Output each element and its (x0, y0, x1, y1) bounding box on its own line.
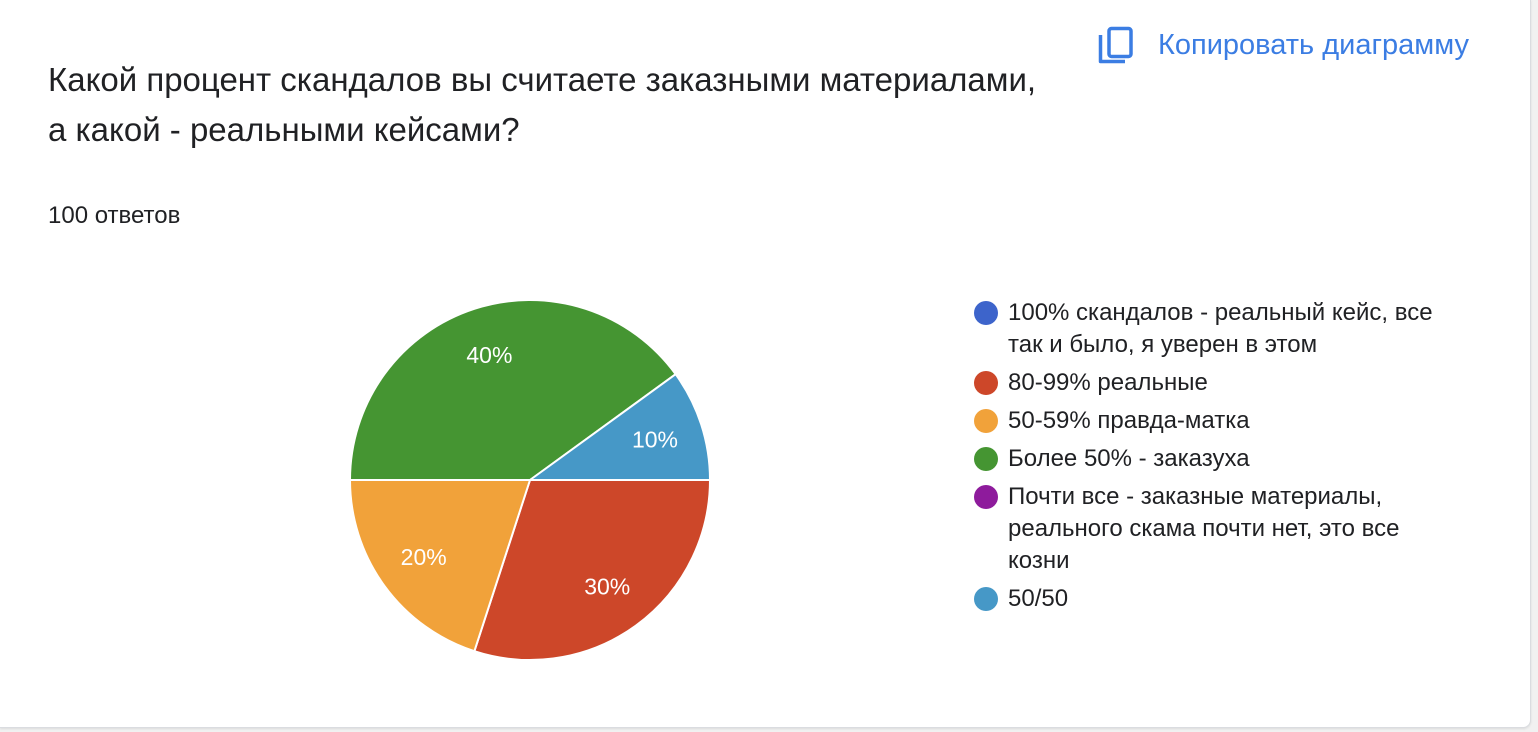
pie-slice-value: 20 (401, 544, 427, 570)
legend-label: 50/50 (1008, 585, 1069, 612)
legend-label: Почти все - заказные материалы, реальног… (1008, 483, 1400, 574)
pie-slice (349, 479, 531, 653)
legend-label: 100% скандалов - реальный кейс, все так … (1008, 299, 1433, 358)
legend-item: Почти все - заказные материалы, реальног… (974, 481, 1451, 577)
pie-slice-label: 30% (584, 573, 630, 599)
copy-icon (1096, 25, 1134, 65)
legend-item: 50-59% правда-матка (974, 405, 1451, 437)
pie-slice-unit: % (658, 426, 678, 452)
pie-slice-value: 10 (632, 426, 658, 452)
pie-chart: 30%20%40%10% (349, 299, 711, 661)
legend-swatch (974, 409, 998, 433)
pie-slice-label: 10% (632, 426, 678, 452)
pie-slice-value: 30 (584, 573, 610, 599)
legend-label: 50-59% правда-матка (1008, 407, 1250, 434)
copy-chart-button[interactable]: Копировать диаграмму (1096, 22, 1469, 68)
pie-slice (529, 373, 711, 481)
pie-slice-value: 40 (466, 342, 492, 368)
legend-label: Более 50% - заказуха (1008, 445, 1250, 472)
copy-chart-label: Копировать диаграмму (1158, 29, 1469, 61)
legend-item: 50/50 (974, 583, 1451, 615)
question-title-line: а какой - реальными кейсами? (48, 111, 520, 148)
pie-slice-unit: % (426, 544, 446, 570)
legend-item: Более 50% - заказуха (974, 443, 1451, 475)
responses-count: 100 ответов (48, 202, 181, 229)
legend-item: 80-99% реальные (974, 367, 1451, 399)
legend-swatch (974, 301, 998, 325)
legend-swatch (974, 371, 998, 395)
legend-item: 100% скандалов - реальный кейс, все так … (974, 297, 1451, 361)
legend-swatch (974, 447, 998, 471)
pie-slice (473, 479, 711, 661)
legend-swatch (974, 587, 998, 611)
legend-swatch (974, 485, 998, 509)
chart-legend: 100% скандалов - реальный кейс, все так … (974, 297, 1451, 621)
pie-slice (349, 299, 677, 481)
legend-label: 80-99% реальные (1008, 369, 1208, 396)
pie-slice-label: 40% (466, 342, 512, 368)
question-title: Какой процент скандалов вы считаете зака… (48, 55, 1036, 155)
pie-slice-label: 20% (401, 544, 447, 570)
pie-slice-unit: % (492, 342, 512, 368)
pie-slice-unit: % (610, 573, 630, 599)
question-title-line: Какой процент скандалов вы считаете зака… (48, 61, 1037, 98)
